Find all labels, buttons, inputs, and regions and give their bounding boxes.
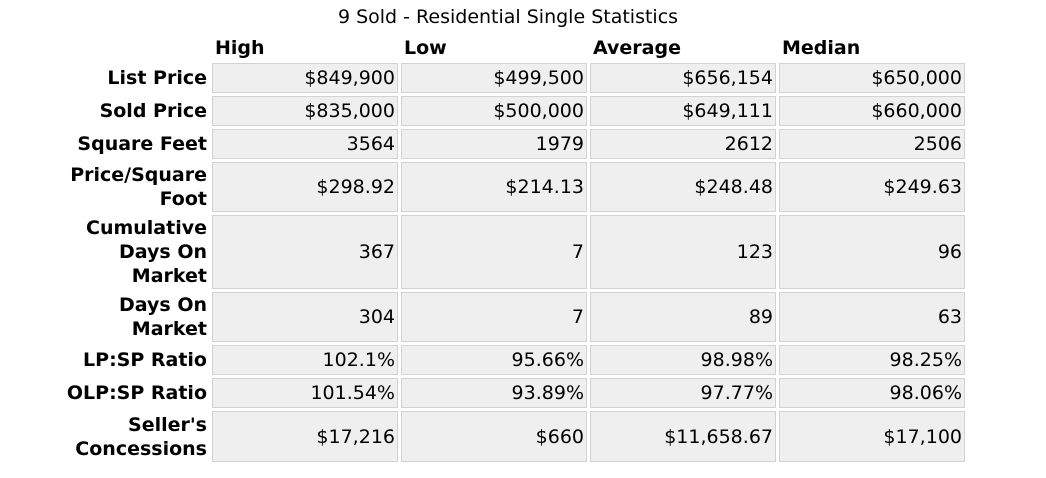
corner-cell: [59, 35, 209, 60]
table-row: List Price $849,900 $499,500 $656,154 $6…: [59, 63, 965, 93]
table-cell: 95.66%: [401, 345, 587, 375]
table-cell: 7: [401, 292, 587, 342]
table-cell: 98.98%: [590, 345, 776, 375]
row-label: Price/Square Foot: [70, 164, 207, 210]
table-cell: 123: [590, 215, 776, 289]
table-row: LP:SP Ratio 102.1% 95.66% 98.98% 98.25%: [59, 345, 965, 375]
table-cell: 98.06%: [779, 378, 965, 408]
table-row: Price/Square Foot $298.92 $214.13 $248.4…: [59, 162, 965, 212]
table-cell: 2506: [779, 129, 965, 159]
table-cell: 367: [212, 215, 398, 289]
table-row: Sold Price $835,000 $500,000 $649,111 $6…: [59, 96, 965, 126]
row-label: OLP:SP Ratio: [66, 382, 207, 404]
table-cell: $298.92: [212, 162, 398, 212]
header-row: High Low Average Median: [59, 35, 965, 60]
table-cell: 102.1%: [212, 345, 398, 375]
table-cell: $849,900: [212, 63, 398, 93]
table-cell: 89: [590, 292, 776, 342]
table-cell: 93.89%: [401, 378, 587, 408]
table-row: Days On Market 304 7 89 63: [59, 292, 965, 342]
table-cell: $11,658.67: [590, 411, 776, 462]
table-cell: 304: [212, 292, 398, 342]
table-row: OLP:SP Ratio 101.54% 93.89% 97.77% 98.06…: [59, 378, 965, 408]
row-label: Sold Price: [99, 100, 207, 122]
table-cell: 7: [401, 215, 587, 289]
table-cell: 1979: [401, 129, 587, 159]
table-cell: $249.63: [779, 162, 965, 212]
table-cell: $650,000: [779, 63, 965, 93]
statistics-table: High Low Average Median List Price $849,…: [56, 32, 968, 465]
table-row: Seller's Concessions $17,216 $660 $11,65…: [59, 411, 965, 462]
row-label: Seller's Concessions: [75, 413, 207, 460]
table-cell: $214.13: [401, 162, 587, 212]
table-cell: $17,100: [779, 411, 965, 462]
column-header-median: Median: [782, 36, 861, 59]
table-cell: 2612: [590, 129, 776, 159]
column-header-average: Average: [593, 36, 681, 59]
table-cell: 96: [779, 215, 965, 289]
row-label: List Price: [107, 67, 207, 89]
table-row: Square Feet 3564 1979 2612 2506: [59, 129, 965, 159]
row-label: Days On Market: [119, 294, 207, 340]
row-label: Cumulative Days On Market: [86, 217, 207, 287]
page-title: 9 Sold - Residential Single Statistics: [337, 6, 679, 28]
row-label: LP:SP Ratio: [83, 349, 207, 371]
table-row: Cumulative Days On Market 367 7 123 96: [59, 215, 965, 289]
column-header-high: High: [215, 36, 265, 59]
table-cell: $660,000: [779, 96, 965, 126]
table-cell: 98.25%: [779, 345, 965, 375]
table-cell: $248.48: [590, 162, 776, 212]
row-label: Square Feet: [77, 133, 207, 155]
table-cell: $656,154: [590, 63, 776, 93]
table-cell: 97.77%: [590, 378, 776, 408]
table-cell: $835,000: [212, 96, 398, 126]
table-cell: $17,216: [212, 411, 398, 462]
table-cell: $499,500: [401, 63, 587, 93]
table-cell: 3564: [212, 129, 398, 159]
table-cell: 101.54%: [212, 378, 398, 408]
table-cell: $660: [401, 411, 587, 462]
table-cell: 63: [779, 292, 965, 342]
column-header-low: Low: [404, 36, 447, 59]
table-cell: $500,000: [401, 96, 587, 126]
table-cell: $649,111: [590, 96, 776, 126]
